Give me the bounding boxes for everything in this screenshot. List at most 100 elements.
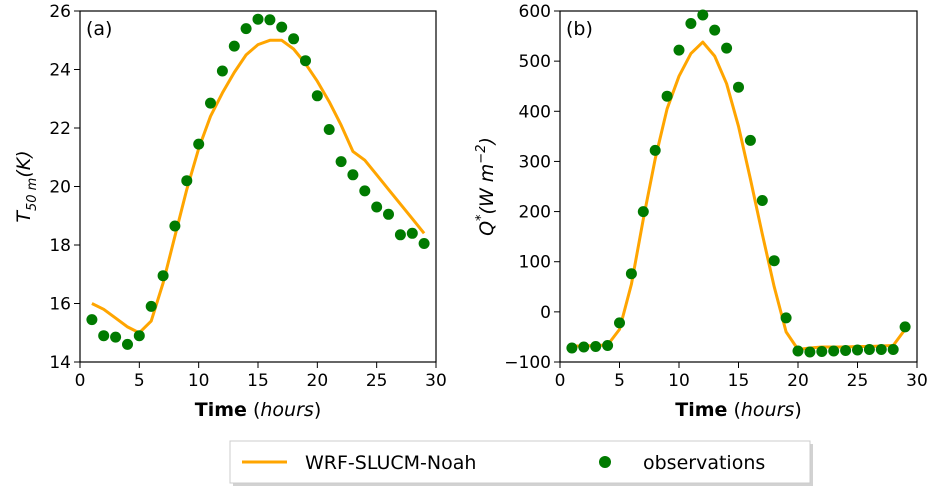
observation-point (193, 138, 205, 150)
observation-point (288, 33, 300, 45)
y-tick-label: 24 (49, 61, 71, 81)
observation-point (828, 345, 840, 357)
observation-point (406, 227, 418, 239)
x-tick-label: 30 (425, 371, 447, 391)
legend-points-label: observations (643, 452, 765, 474)
y-tick-label: 400 (519, 102, 551, 122)
observation-point (133, 330, 145, 342)
observation-point (110, 331, 122, 343)
observation-point (804, 346, 816, 358)
observation-point (614, 317, 625, 329)
observation-point (673, 44, 685, 56)
x-tick-label: 5 (614, 371, 625, 391)
observation-point (602, 340, 614, 351)
observation-point (863, 344, 875, 355)
observation-point (816, 346, 828, 357)
observation-point (169, 220, 181, 232)
observation-point (840, 345, 852, 356)
x-axis-label: Time (hours) (675, 399, 801, 421)
x-axis-label: Time (hours) (195, 399, 321, 421)
observation-point (145, 300, 157, 312)
observation-point (335, 156, 347, 168)
observation-point (768, 255, 780, 267)
observation-point (852, 344, 863, 356)
observation-point (899, 321, 911, 333)
y-tick-label: −100 (504, 353, 551, 373)
y-tick-label: 0 (540, 303, 551, 323)
observation-point (780, 312, 792, 324)
observation-point (744, 134, 756, 146)
observation-point (240, 23, 252, 35)
x-tick-label: 0 (75, 371, 86, 391)
observation-point (86, 314, 98, 326)
y-tick-label: 16 (49, 295, 71, 315)
observation-point (733, 81, 744, 93)
observation-point (637, 206, 649, 218)
observation-point (709, 24, 721, 36)
observation-point (566, 342, 578, 354)
y-axis-label: Q*(W m−2) (474, 137, 498, 236)
observation-point (216, 65, 228, 77)
observation-point (756, 195, 768, 206)
observation-point (205, 97, 216, 109)
observation-point (590, 341, 602, 352)
legend-point-swatch (599, 456, 611, 468)
panel-label: (b) (566, 18, 593, 40)
observation-point (181, 175, 193, 187)
observation-point (792, 345, 804, 357)
legend: WRF-SLUCM-Noah observations (229, 440, 813, 486)
y-tick-label: 22 (49, 119, 71, 139)
observation-point (875, 344, 887, 355)
observation-point (311, 90, 323, 102)
y-tick-label: 200 (519, 203, 551, 223)
y-tick-label: 20 (49, 178, 71, 198)
plot-frame (79, 10, 437, 363)
x-tick-label: 20 (787, 371, 809, 391)
observation-point (625, 268, 637, 280)
observation-point (157, 270, 169, 282)
y-tick-label: 18 (49, 236, 71, 256)
observation-point (383, 208, 394, 220)
observation-point (649, 144, 661, 156)
x-tick-label: 10 (668, 371, 690, 391)
observation-point (300, 55, 311, 67)
x-tick-label: 15 (247, 371, 269, 391)
plot-frame (559, 10, 918, 363)
y-tick-label: 26 (49, 2, 71, 22)
observation-point (685, 18, 697, 29)
y-axis-label: T50 m(K) (13, 150, 40, 222)
observation-point (394, 229, 406, 241)
observation-point (98, 330, 110, 342)
x-tick-label: 10 (188, 371, 210, 391)
observation-point (697, 9, 709, 21)
x-tick-label: 5 (134, 371, 145, 391)
legend-line-label: WRF-SLUCM-Noah (305, 452, 476, 474)
observation-point (228, 40, 240, 52)
y-tick-label: 500 (519, 52, 551, 72)
observation-point (122, 338, 133, 350)
panel-label: (a) (86, 18, 112, 40)
observation-point (264, 14, 276, 26)
observation-point (418, 238, 430, 249)
observation-point (887, 344, 899, 355)
y-tick-label: 300 (519, 152, 551, 172)
observation-point (661, 90, 673, 102)
x-tick-label: 25 (847, 371, 869, 391)
observation-point (578, 341, 590, 353)
y-tick-label: 600 (519, 2, 551, 22)
observation-point (721, 42, 733, 54)
x-tick-label: 25 (366, 371, 388, 391)
x-tick-label: 0 (555, 371, 566, 391)
x-tick-label: 20 (307, 371, 329, 391)
panel-b: 0 5 10 15 20 25 30−1000100200300400500600(b)Ti… (474, 2, 928, 421)
observation-point (359, 185, 371, 197)
y-tick-label: 14 (49, 353, 71, 373)
series-line-model (91, 38, 426, 335)
observation-point (252, 13, 264, 25)
observation-point (347, 169, 359, 181)
observation-point (371, 201, 383, 213)
panel-a: 0 5 10 15 20 25 30 14 16 18 20 22 24 26 (a) Time (hours… (13, 2, 447, 421)
x-tick-label: 15 (728, 371, 750, 391)
observation-point (323, 124, 335, 135)
